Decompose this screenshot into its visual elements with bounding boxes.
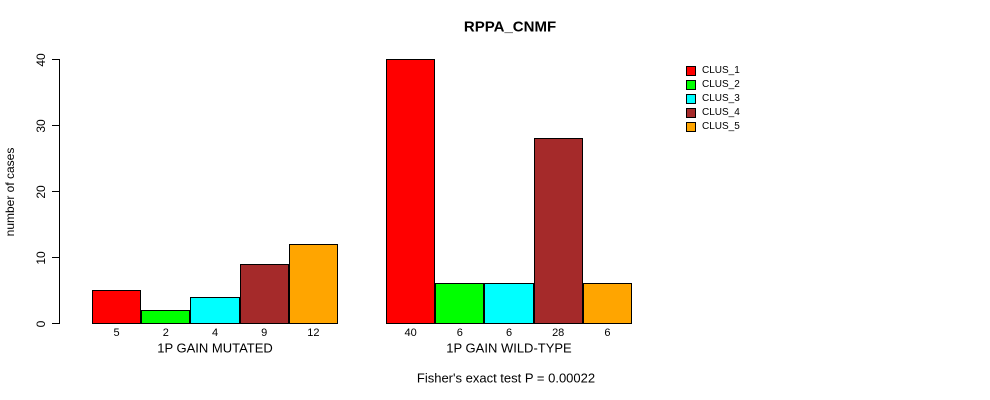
legend-item-clus_5: CLUS_5 bbox=[686, 121, 740, 133]
y-axis-tick-label: 0 bbox=[34, 320, 48, 327]
legend-item-label: CLUS_4 bbox=[702, 106, 740, 118]
bar-value-label: 40 bbox=[404, 327, 417, 339]
legend-swatch bbox=[686, 79, 696, 90]
legend-item-clus_2: CLUS_2 bbox=[686, 79, 740, 91]
chart-title: RPPA_CNMF bbox=[463, 18, 557, 36]
bar-clus_3-1 bbox=[190, 296, 240, 324]
bar-clus_3-2 bbox=[484, 283, 534, 324]
y-axis-tick-label: 40 bbox=[34, 52, 48, 67]
legend-item-clus_4: CLUS_4 bbox=[686, 107, 740, 119]
legend-item-clus_3: CLUS_3 bbox=[686, 93, 740, 105]
bar-value-label: 6 bbox=[456, 327, 463, 339]
y-axis-tick bbox=[52, 257, 60, 258]
y-axis-tick bbox=[52, 191, 60, 192]
legend-swatch bbox=[686, 121, 696, 132]
legend-item-label: CLUS_2 bbox=[702, 78, 740, 90]
bar-clus_5-2 bbox=[582, 283, 632, 324]
legend-item-label: CLUS_3 bbox=[702, 92, 740, 104]
y-axis-tick bbox=[52, 125, 60, 126]
bar-value-label: 6 bbox=[604, 327, 611, 339]
y-axis-label: number of cases bbox=[3, 147, 17, 237]
footer-note: Fisher's exact test P = 0.00022 bbox=[416, 370, 596, 386]
bar-value-label: 28 bbox=[552, 327, 565, 339]
y-axis-tick bbox=[52, 323, 60, 324]
legend-swatch bbox=[686, 93, 696, 104]
bar-value-label: 5 bbox=[113, 327, 120, 339]
bar-clus_2-2 bbox=[435, 283, 485, 324]
legend-swatch bbox=[686, 107, 696, 118]
legend-item-label: CLUS_5 bbox=[702, 120, 740, 132]
bar-value-label: 6 bbox=[505, 327, 513, 339]
x-group-label: 1P GAIN WILD-TYPE bbox=[446, 340, 572, 356]
bar-value-label: 9 bbox=[261, 327, 268, 339]
y-axis-tick-label: 20 bbox=[34, 184, 48, 199]
bar-clus_2-1 bbox=[141, 309, 191, 324]
bar-clus_5-1 bbox=[288, 243, 338, 324]
legend-swatch bbox=[686, 65, 696, 76]
y-axis-tick-label: 10 bbox=[34, 250, 48, 265]
y-axis-tick bbox=[52, 59, 60, 60]
legend-item-clus_1: CLUS_1 bbox=[686, 65, 740, 77]
x-group-label: 1P GAIN MUTATED bbox=[157, 340, 273, 356]
bar-value-label: 12 bbox=[307, 327, 320, 339]
bar-value-label: 2 bbox=[162, 327, 169, 339]
bar-clus_4-1 bbox=[239, 263, 289, 324]
bar-clus_1-2 bbox=[386, 59, 436, 324]
legend-item-label: CLUS_1 bbox=[702, 64, 740, 76]
bar-clus_1-1 bbox=[92, 290, 142, 324]
bar-value-label: 4 bbox=[211, 327, 219, 339]
bar-clus_4-2 bbox=[533, 138, 583, 324]
y-axis-tick-label: 30 bbox=[34, 118, 48, 133]
